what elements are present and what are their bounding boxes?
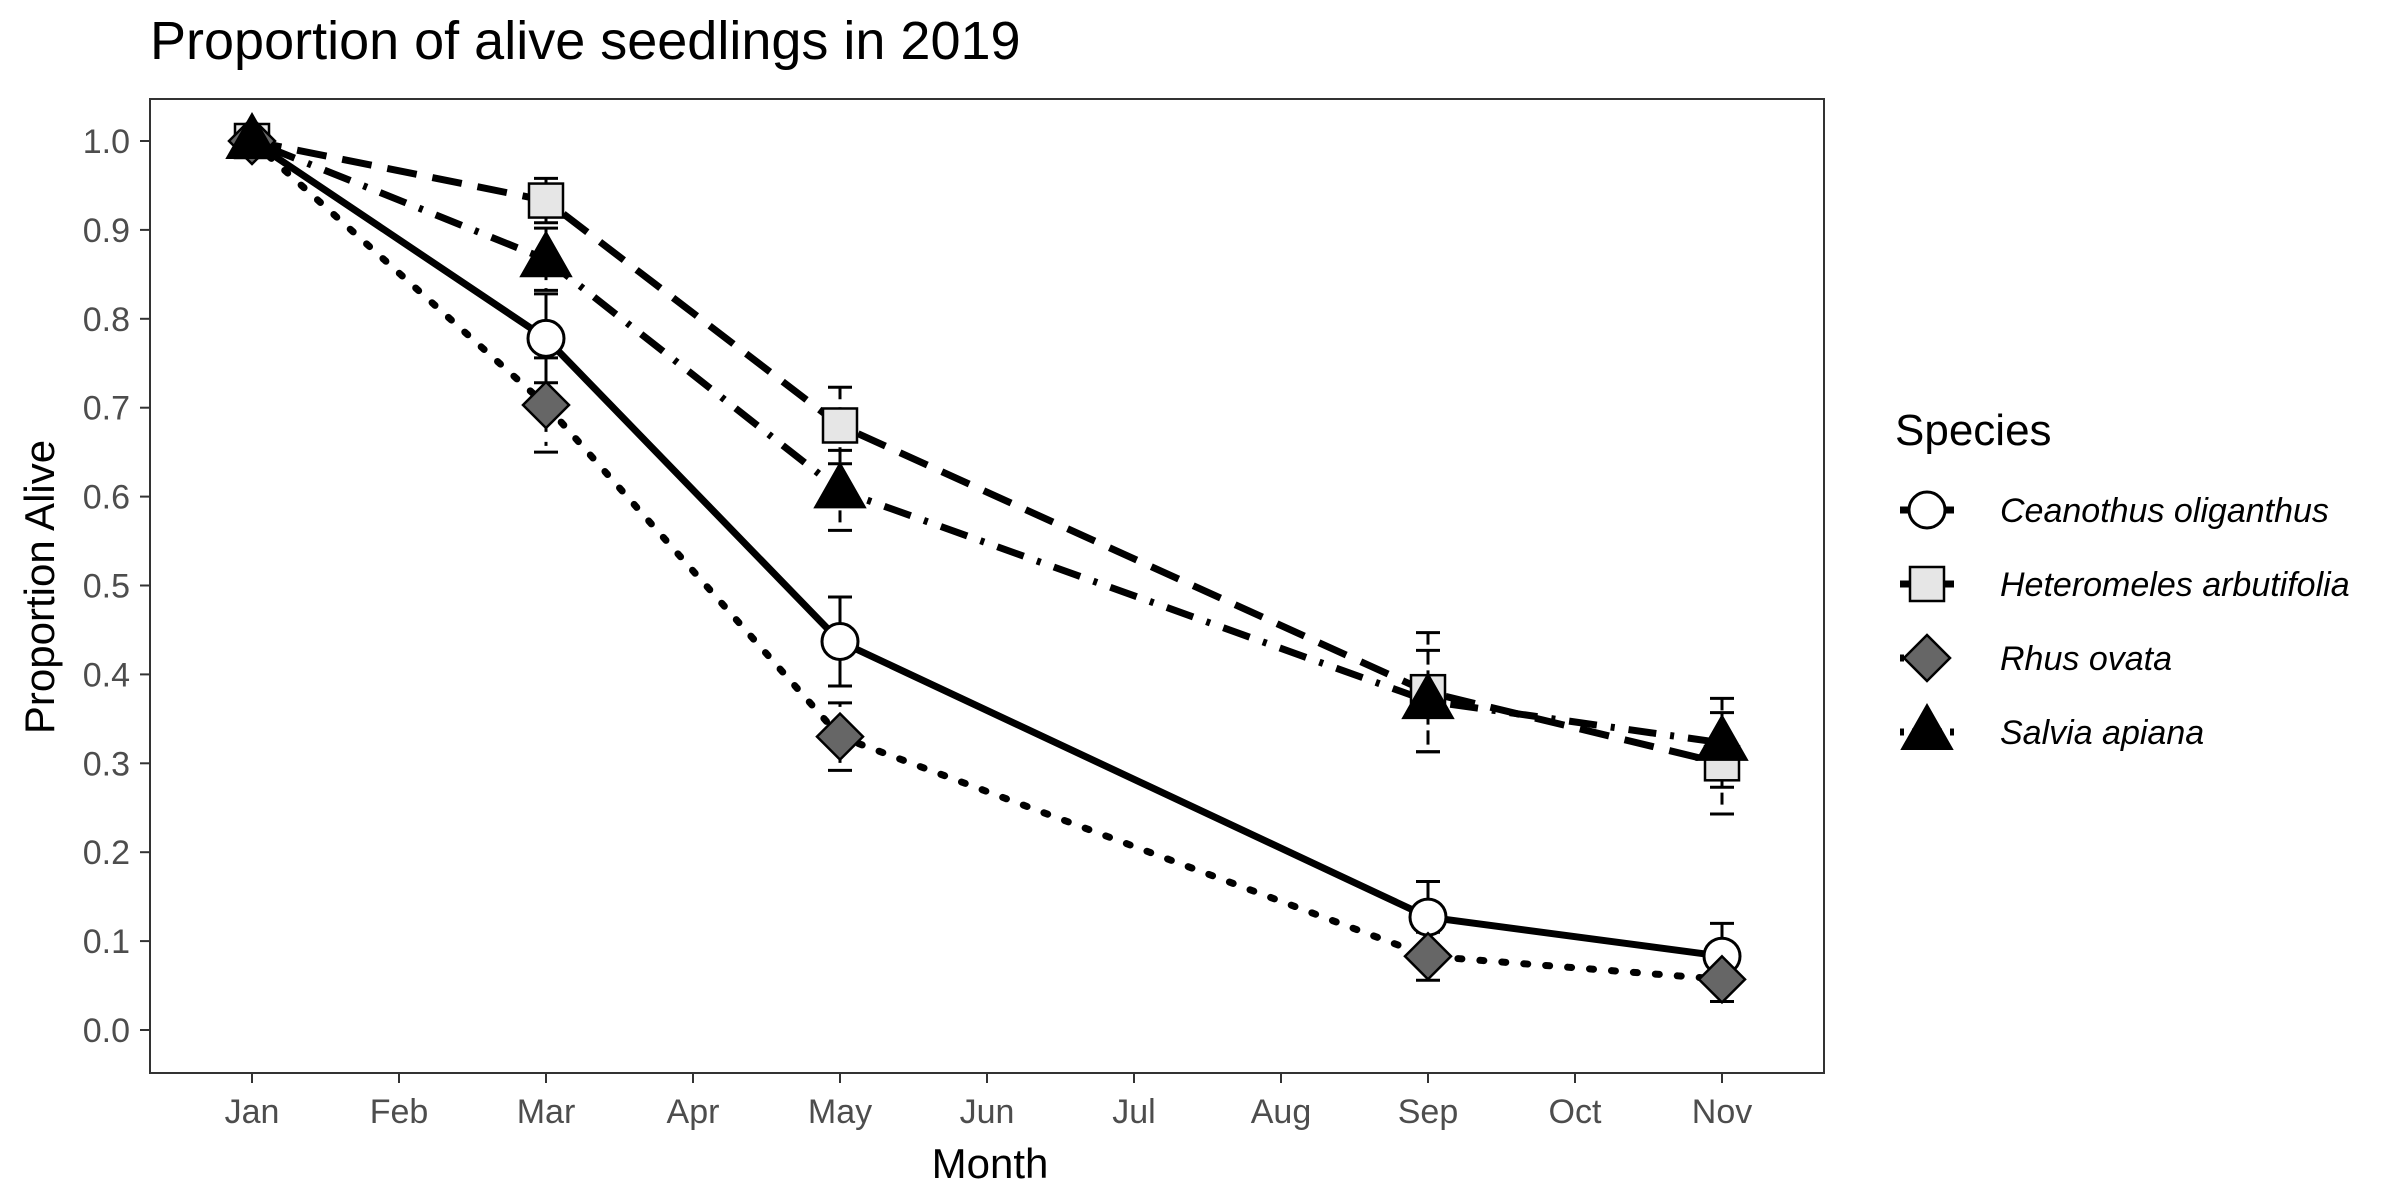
data-point-2 <box>815 711 865 762</box>
x-tick-label: Jan <box>225 1093 280 1131</box>
y-tick-label: 0.5 <box>83 568 130 606</box>
y-tick-label: 0.9 <box>83 212 130 250</box>
y-tick-label: 0.1 <box>83 923 130 961</box>
legend-marker-2 <box>1902 633 1952 683</box>
x-tick-label: Jun <box>960 1093 1015 1131</box>
legend-label-0: Ceanothus oliganthus <box>2000 492 2329 530</box>
legend: Species Ceanothus oliganthus Heteromeles … <box>1895 406 2350 752</box>
y-axis-title: Proportion Alive <box>16 440 63 734</box>
x-tick-label: Oct <box>1549 1093 1602 1131</box>
data-point-3 <box>519 230 573 278</box>
x-axis-title: Month <box>932 1140 1049 1187</box>
y-tick-label: 0.8 <box>83 301 130 339</box>
x-tick-label: Nov <box>1692 1093 1752 1131</box>
legend-label-3: Salvia apiana <box>2000 714 2204 752</box>
x-tick-label: May <box>808 1093 872 1131</box>
plot-area: 0.0 0.1 0.2 0.3 0.4 0.5 0.6 0.7 0.8 0.9 1.0 Jan Feb M… <box>83 98 1825 1131</box>
data-point-3 <box>1695 713 1749 761</box>
data-point-0 <box>526 318 566 358</box>
legend-marker-3 <box>1900 702 1954 750</box>
data-point-3 <box>225 111 279 159</box>
data-point-2 <box>1697 954 1747 1005</box>
y-tick-label: 0.0 <box>83 1012 130 1050</box>
y-tick-label: 0.3 <box>83 745 130 783</box>
x-tick-label: Mar <box>517 1093 576 1131</box>
legend-marker-0 <box>1907 490 1947 530</box>
x-tick-label: Sep <box>1398 1093 1459 1131</box>
x-tick-label: Apr <box>667 1093 720 1131</box>
data-point-2 <box>521 380 571 430</box>
data-point-1 <box>821 407 859 444</box>
y-tick-label: 1.0 <box>83 123 130 161</box>
y-tick-label: 0.6 <box>83 479 130 517</box>
legend-marker-1 <box>1908 565 1946 603</box>
legend-label-2: Rhus ovata <box>2000 640 2172 678</box>
data-point-3 <box>813 461 867 509</box>
x-tick-label: Jul <box>1112 1093 1155 1131</box>
data-point-0 <box>1408 897 1448 937</box>
data-point-0 <box>820 622 860 662</box>
x-tick-label: Aug <box>1251 1093 1312 1131</box>
legend-title: Species <box>1895 406 2052 455</box>
data-point-3 <box>1401 672 1455 720</box>
data-point-1 <box>527 182 565 219</box>
y-tick-label: 0.2 <box>83 834 130 872</box>
y-tick-label: 0.7 <box>83 390 130 428</box>
chart-title: Proportion of alive seedlings in 2019 <box>150 11 1021 71</box>
data-point-2 <box>1403 931 1453 981</box>
legend-label-1: Heteromeles arbutifolia <box>2000 566 2350 604</box>
y-tick-label: 0.4 <box>83 656 130 694</box>
x-tick-label: Feb <box>370 1093 429 1131</box>
